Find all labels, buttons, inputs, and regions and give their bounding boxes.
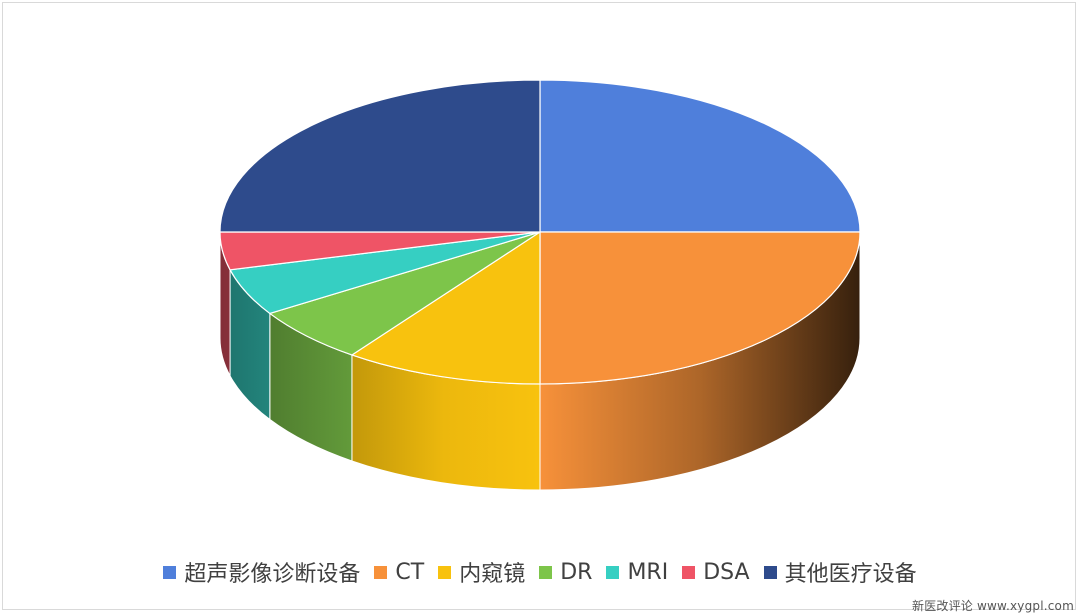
pie-slice-7 xyxy=(219,79,541,233)
pie-slice-2 xyxy=(539,231,861,385)
watermark: 新医改评论 www.xygpl.com xyxy=(912,599,1074,613)
legend-label-5: MRI xyxy=(627,559,669,585)
legend-label-7: 其他医疗设备 xyxy=(784,562,917,587)
legend-item-3: 内窥镜 xyxy=(438,556,525,588)
legend-label-1: 超声影像诊断设备 xyxy=(184,562,361,587)
legend-item-2: CT xyxy=(374,560,424,585)
pie-slice-1 xyxy=(539,79,861,233)
legend-label-3: 内窥镜 xyxy=(459,562,526,587)
pie-slice-4 xyxy=(268,231,541,356)
legend-item-7: 其他医疗设备 xyxy=(763,556,917,588)
legend-swatch-2 xyxy=(374,565,388,579)
legend-swatch-4 xyxy=(539,565,553,579)
legend-item-1: 超声影像诊断设备 xyxy=(163,556,360,588)
pie-top xyxy=(219,79,861,385)
legend-label-4: DR xyxy=(560,559,593,585)
legend-item-5: MRI xyxy=(606,560,668,585)
legend-label-6: DSA xyxy=(703,559,750,585)
legend-swatch-6 xyxy=(682,565,696,579)
pie-slice-3 xyxy=(350,230,541,385)
chart-legend: 超声影像诊断设备 CT 内窥镜 DR MRI DSA 其他医疗设备 xyxy=(0,556,1080,588)
legend-swatch-1 xyxy=(163,565,177,579)
legend-label-2: CT xyxy=(395,559,425,585)
legend-item-4: DR xyxy=(539,560,592,585)
legend-swatch-3 xyxy=(438,565,452,579)
legend-swatch-7 xyxy=(763,565,777,579)
legend-item-6: DSA xyxy=(682,559,750,585)
legend-swatch-5 xyxy=(606,565,620,579)
